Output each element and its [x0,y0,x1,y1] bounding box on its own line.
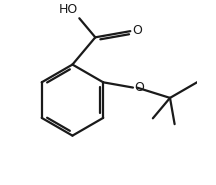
Text: HO: HO [58,4,78,16]
Text: O: O [132,24,142,37]
Text: O: O [134,81,144,94]
